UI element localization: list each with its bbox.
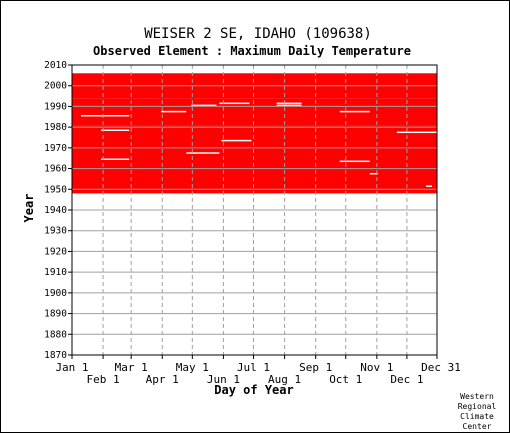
data-gap: [339, 160, 370, 163]
y-tick-label: 1960: [44, 164, 67, 175]
x-axis-label: Day of Year: [214, 383, 293, 397]
x-tick-label: Dec 31: [421, 361, 461, 374]
x-tick-label: Mar 1: [115, 361, 148, 374]
y-tick-label: 2000: [44, 81, 67, 92]
data-gap: [276, 104, 302, 107]
credit-line: Western: [460, 392, 494, 401]
plot-area: 1870 1880 1890 1900 1910 1920 1930 1940 1950 1960…: [44, 60, 461, 386]
data-gap: [81, 115, 130, 117]
credit-line: Climate: [460, 412, 494, 421]
credit-line: Center: [463, 422, 492, 431]
y-tick-label: 1880: [44, 329, 67, 340]
y-tick-label: 1950: [44, 184, 67, 195]
x-tick-label: Apr 1: [146, 373, 179, 386]
y-tick-label: 1920: [44, 246, 67, 257]
data-block: [72, 98, 437, 126]
data-gap: [276, 102, 302, 105]
y-tick-label: 1910: [44, 267, 67, 278]
x-tick-label: Nov 1: [360, 361, 393, 374]
data-gap: [191, 104, 217, 107]
x-tick-label: Dec 1: [390, 373, 423, 386]
y-axis-label: Year: [22, 194, 36, 223]
data-gap: [101, 158, 130, 160]
data-gap: [101, 129, 130, 131]
x-tick-label: Aug 1: [268, 373, 301, 386]
data-gap: [221, 139, 252, 142]
y-tick-label: 1980: [44, 122, 67, 133]
chart-subtitle: Observed Element : Maximum Daily Tempera…: [93, 44, 411, 58]
chart-title: WEISER 2 SE, IDAHO (109638): [144, 26, 372, 42]
y-tick-label: 1990: [44, 101, 67, 112]
credit-block: Western Regional Climate Center: [458, 392, 497, 431]
data-gap: [186, 152, 220, 154]
x-tick-label: Jul 1: [237, 361, 270, 374]
y-tick-label: 1890: [44, 309, 67, 320]
data-gap: [161, 110, 187, 113]
x-tick-label: Sep 1: [299, 361, 332, 374]
x-tick-label: Jun 1: [207, 373, 240, 386]
x-tick-label: May 1: [176, 361, 209, 374]
y-tick-label: 1870: [44, 350, 67, 361]
y-tick-label: 1930: [44, 226, 67, 237]
x-tick-label: Oct 1: [329, 373, 362, 386]
y-tick-label: 2010: [44, 60, 67, 71]
data-block: [72, 125, 437, 194]
data-gap: [219, 102, 250, 105]
y-tick-label: 1900: [44, 288, 67, 299]
data-gap: [339, 110, 370, 113]
x-tick-label: Feb 1: [87, 373, 120, 386]
data-gap: [425, 185, 432, 187]
x-tick-label: Jan 1: [55, 361, 88, 374]
data-gap: [369, 173, 378, 175]
credit-line: Regional: [458, 402, 497, 411]
y-tick-label: 1940: [44, 205, 67, 216]
y-tick-label: 1970: [44, 143, 67, 154]
data-gap: [396, 131, 437, 134]
